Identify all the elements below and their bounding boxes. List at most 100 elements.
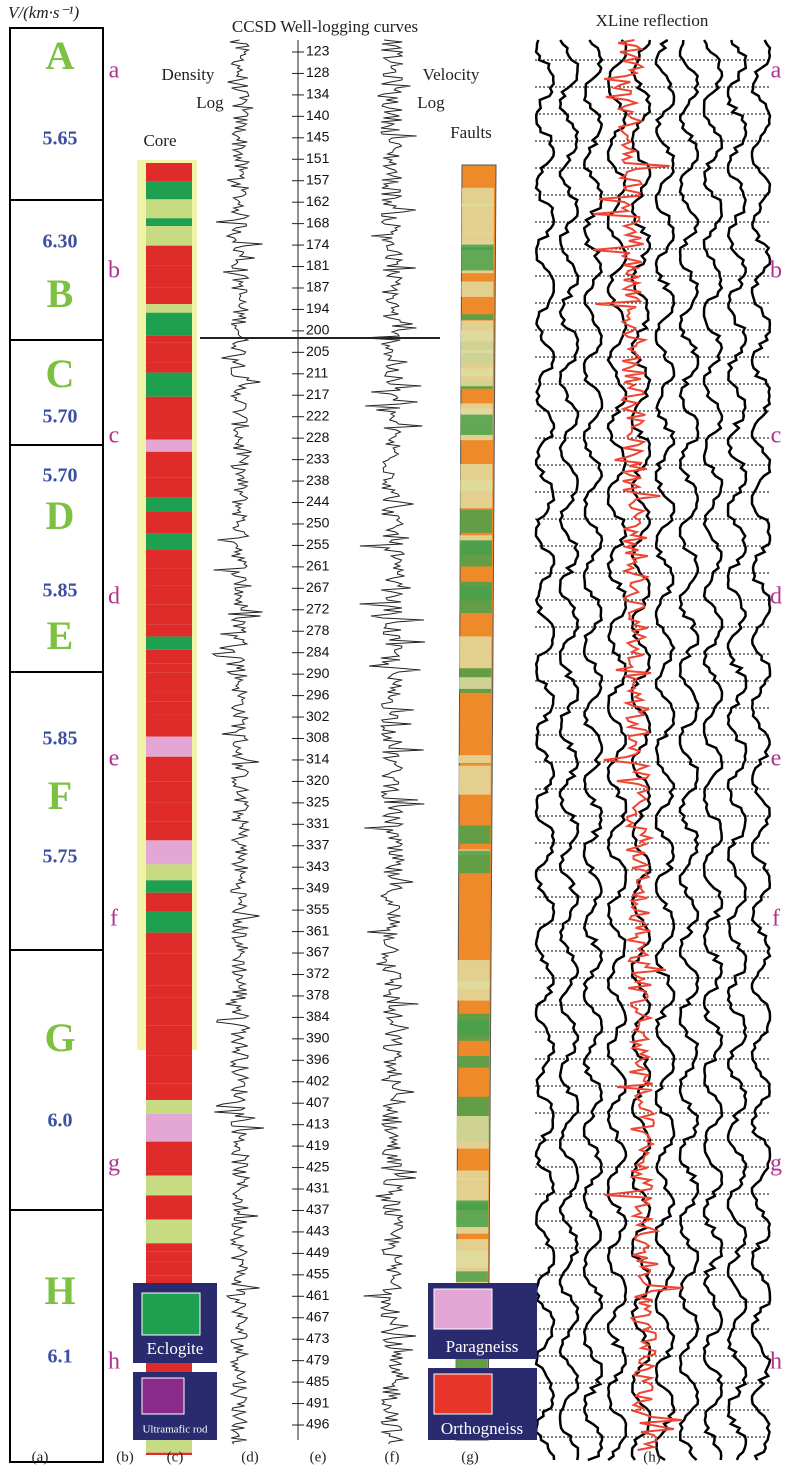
core-layer (146, 372, 192, 397)
section-label: d (108, 584, 120, 610)
seismic-trace (534, 39, 556, 1461)
zone-box (9, 949, 104, 1211)
faults-layer (460, 376, 493, 387)
depth-label: 151 (306, 150, 330, 166)
depth-label: 485 (306, 1373, 330, 1389)
faults-layer (459, 636, 492, 669)
depth-label: 331 (306, 815, 330, 831)
section-label: a (771, 58, 782, 84)
depth-label: 390 (306, 1030, 330, 1046)
panel-label: (e) (310, 1449, 327, 1465)
velocity-overlay (593, 39, 683, 1451)
depth-label: 443 (306, 1223, 330, 1239)
core-layer (146, 497, 192, 512)
depth-label: 255 (306, 536, 330, 552)
core-layer (146, 199, 192, 219)
section-label: c (771, 423, 782, 449)
depth-label: 128 (306, 64, 330, 80)
core-layer (146, 1113, 192, 1142)
seismic-trace (750, 39, 772, 1461)
depth-label: 407 (306, 1094, 330, 1110)
depth-label: 355 (306, 901, 330, 917)
section-label: e (771, 746, 782, 772)
core-layer (146, 451, 192, 478)
seismic-trace (582, 39, 604, 1462)
core-layer (146, 1195, 192, 1220)
core-layer (146, 342, 192, 363)
core-layer (146, 410, 192, 433)
depth-label: 134 (306, 86, 330, 102)
velocity-label: Velocity (423, 65, 480, 84)
zone-text: A (46, 33, 75, 78)
faults-layer (456, 1115, 489, 1149)
core-layer (146, 226, 192, 246)
faults-layer (461, 281, 494, 297)
core-layer (146, 1219, 192, 1244)
faults-layer (458, 755, 491, 763)
core-layer (146, 672, 192, 692)
faults-layer (457, 1019, 490, 1041)
depth-label: 278 (306, 622, 330, 638)
background-art (137, 38, 772, 1462)
depth-label: 145 (306, 129, 330, 145)
core-layer (146, 649, 192, 664)
faults-layer (456, 1170, 489, 1180)
section-label: d (770, 584, 782, 610)
depth-label: 296 (306, 686, 330, 702)
faults-layer (459, 540, 492, 555)
seismic-trace (606, 39, 628, 1462)
core-layer (146, 892, 192, 912)
core-layer (146, 312, 192, 336)
core-layer (146, 1452, 192, 1455)
core-layer (146, 181, 192, 200)
seismic-trace (558, 39, 580, 1461)
core-layer (146, 439, 192, 452)
core-layer (146, 624, 192, 637)
legend-label: Ultramafic rod (142, 1424, 208, 1436)
depth-label: 449 (306, 1244, 330, 1260)
zone-text: C (46, 351, 75, 396)
faults-layer (455, 1271, 488, 1282)
density-log (211, 39, 265, 1445)
core-layer (146, 163, 192, 182)
depth-label: 384 (306, 1008, 330, 1024)
depth-label: 244 (306, 493, 330, 509)
depth-label: 211 (306, 365, 329, 381)
zone-text: 5.85 (43, 728, 78, 750)
section-label: f (772, 906, 780, 932)
zone-text: 6.30 (43, 231, 78, 253)
zone-text: G (44, 1015, 75, 1060)
legend-label: Orthogneiss (441, 1419, 523, 1438)
core-layer (146, 1261, 192, 1276)
legend-label: Eclogite (147, 1339, 204, 1358)
depth-label: 320 (306, 772, 330, 788)
panel-label: (h) (643, 1449, 661, 1465)
zone-text: E (47, 613, 74, 658)
faults-layer (460, 464, 493, 491)
section-label: b (770, 258, 782, 284)
seismic-trace (726, 39, 748, 1461)
core-layer (146, 781, 192, 803)
depth-label: 162 (306, 193, 330, 209)
zone-text: F (48, 773, 72, 818)
depth-label: 238 (306, 472, 330, 488)
faults-layer (456, 1096, 489, 1110)
core-layer (146, 691, 192, 702)
core-layer (146, 701, 192, 715)
core-layer (146, 549, 192, 569)
depth-label: 461 (306, 1287, 330, 1303)
section-label: h (770, 1349, 782, 1375)
core-layer (146, 396, 192, 411)
legend-swatch (433, 1288, 493, 1330)
zone-text: H (44, 1268, 75, 1313)
depth-label: 308 (306, 729, 330, 745)
density-log-label: Log (196, 93, 224, 112)
faults-layer (461, 187, 494, 207)
panel-label: (d) (241, 1449, 259, 1465)
faults-layer (460, 414, 493, 435)
core-layer (146, 568, 192, 586)
core-layer (146, 821, 192, 841)
core-layer (146, 636, 192, 650)
core-layer (146, 985, 192, 998)
core-layer (146, 911, 192, 933)
